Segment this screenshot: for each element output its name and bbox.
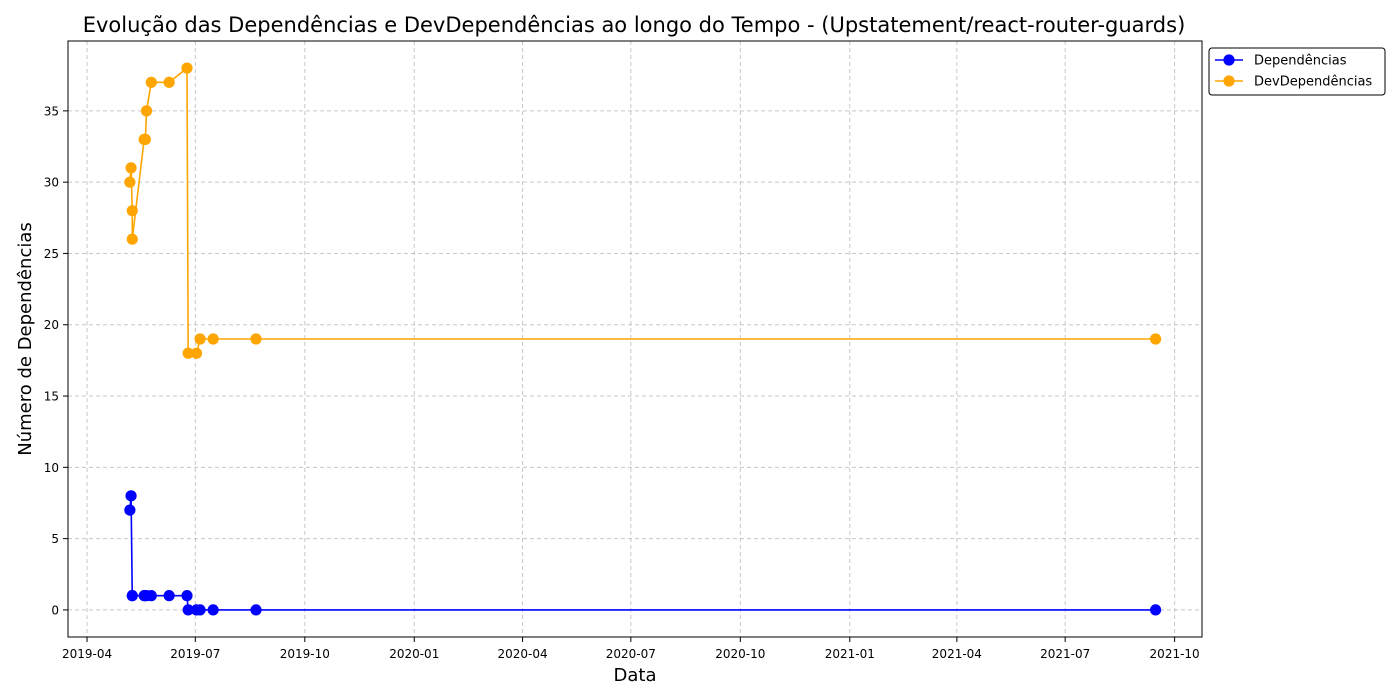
data-point <box>126 205 138 217</box>
y-tick-label: 25 <box>44 247 59 261</box>
y-tick-label: 10 <box>44 461 59 475</box>
x-tick-label: 2021-01 <box>825 647 875 661</box>
data-point <box>125 490 137 502</box>
data-point <box>163 590 175 602</box>
x-tick-label: 2020-10 <box>715 647 765 661</box>
data-point <box>1149 333 1162 345</box>
series-dependencias <box>124 490 1162 616</box>
data-point <box>250 333 262 345</box>
data-point <box>163 76 175 88</box>
data-point <box>207 604 219 616</box>
x-tick-label: 2019-04 <box>62 647 112 661</box>
y-tick-label: 5 <box>51 532 59 546</box>
x-tick-label: 2019-10 <box>280 647 330 661</box>
data-point <box>126 233 138 245</box>
series-line <box>129 66 1156 355</box>
data-point <box>194 333 206 345</box>
data-point <box>124 504 136 516</box>
data-point <box>181 62 193 74</box>
plot-series <box>124 62 1162 616</box>
data-point <box>145 590 157 602</box>
data-point <box>139 133 151 145</box>
series-devdependencias <box>124 62 1162 359</box>
legend-frame <box>1208 47 1386 96</box>
data-point <box>250 604 262 616</box>
data-point <box>145 76 157 88</box>
x-tick-label: 2019-07 <box>170 647 220 661</box>
series-line <box>129 495 1156 611</box>
data-point <box>181 590 193 602</box>
x-tick-label: 2020-04 <box>497 647 547 661</box>
data-point <box>126 590 138 602</box>
x-tick-label: 2021-10 <box>1150 647 1200 661</box>
y-axis-title: Número de Dependências <box>15 222 36 456</box>
data-point <box>124 176 136 188</box>
x-axis-title: Data <box>614 665 657 686</box>
axis-ticks: 2019-04 2019-07 2019-10 2020-01 2020-04 2020-… <box>44 104 1200 661</box>
legend-label: DevDependências <box>1254 75 1372 90</box>
legend: Dependências DevDependências <box>1208 47 1386 96</box>
data-point <box>207 333 219 345</box>
chart-title: Evolução das Dependências e DevDependênc… <box>83 13 1186 37</box>
x-tick-label: 2020-01 <box>389 647 439 661</box>
data-point <box>125 162 137 174</box>
data-point <box>140 105 153 117</box>
y-tick-label: 35 <box>44 104 59 118</box>
data-point <box>1149 604 1162 616</box>
data-point <box>194 604 206 616</box>
y-tick-label: 30 <box>44 176 59 190</box>
x-tick-label: 2020-07 <box>606 647 656 661</box>
legend-marker <box>1223 54 1235 66</box>
y-tick-label: 0 <box>51 603 59 617</box>
data-point <box>182 347 194 359</box>
y-tick-label: 15 <box>44 390 59 404</box>
y-tick-label: 20 <box>44 318 59 332</box>
plot-frame <box>67 40 1203 638</box>
data-point <box>182 604 194 616</box>
x-tick-label: 2021-04 <box>932 647 982 661</box>
legend-marker <box>1223 75 1235 87</box>
legend-label: Dependências <box>1254 54 1347 69</box>
data-point <box>190 347 203 359</box>
x-tick-label: 2021-07 <box>1040 647 1090 661</box>
